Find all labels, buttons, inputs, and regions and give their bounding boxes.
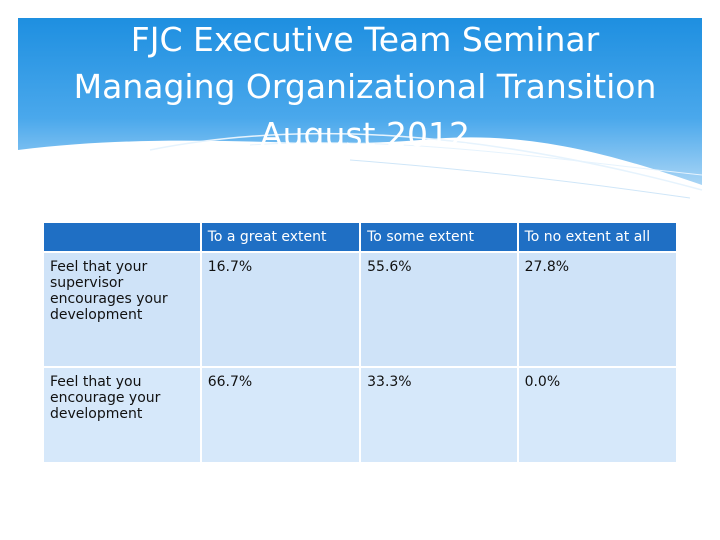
- row-label: Feel that your supervisor encourages you…: [42, 251, 202, 368]
- table-row: Feel that your supervisor encourages you…: [42, 251, 679, 368]
- column-header: To some extent: [359, 221, 519, 253]
- cell: 0.0%: [516, 366, 679, 464]
- table-row: Feel that you encourage your development…: [42, 366, 679, 464]
- cell: 33.3%: [359, 366, 519, 464]
- cell: 16.7%: [199, 251, 362, 368]
- cell: 55.6%: [359, 251, 519, 368]
- cell: 66.7%: [199, 366, 362, 464]
- title-line: August 2012: [260, 115, 470, 154]
- cell: 27.8%: [516, 251, 679, 368]
- title-banner: [18, 18, 703, 199]
- column-header: To a great extent: [199, 221, 362, 253]
- results-table: To a great extent To some extent To no e…: [42, 221, 679, 464]
- title-line: FJC Executive Team Seminar: [130, 20, 600, 59]
- corner-cell: [42, 221, 202, 253]
- header-row: To a great extent To some extent To no e…: [42, 221, 679, 253]
- column-header: To no extent at all: [516, 221, 679, 253]
- row-label: Feel that you encourage your development: [42, 366, 202, 464]
- title-line: Managing Organizational Transition: [73, 67, 657, 106]
